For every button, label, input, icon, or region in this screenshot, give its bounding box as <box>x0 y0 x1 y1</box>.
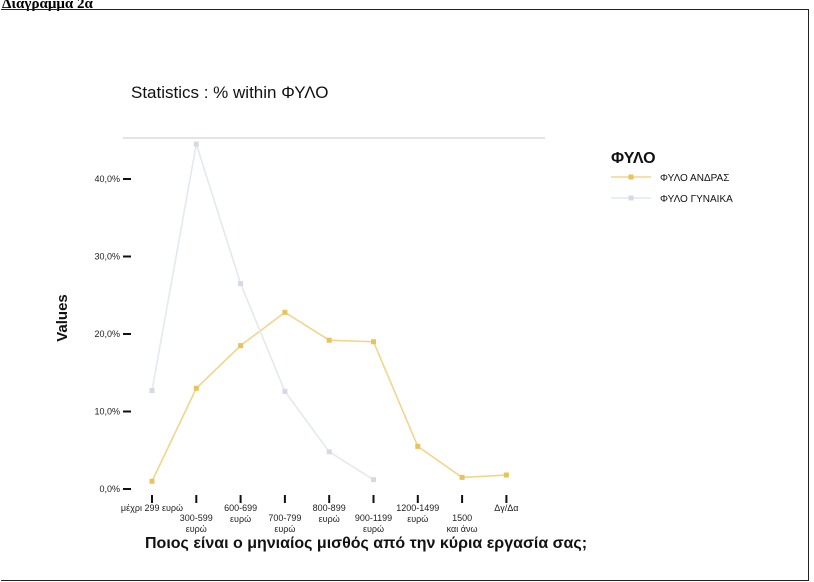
series-line <box>151 311 507 482</box>
legend-swatch-marker <box>628 174 634 180</box>
series-point <box>238 281 244 287</box>
series-point <box>282 388 288 394</box>
series-point <box>282 309 288 315</box>
x-tick-label: 1500 και άνω <box>447 513 478 534</box>
x-axis-label: Ποιος είναι ο μηνιαίος μισθός από την κύ… <box>145 535 587 552</box>
x-tick-label: 600-699 ευρώ <box>224 503 257 524</box>
series-point <box>415 443 421 449</box>
legend-swatch-marker <box>628 195 634 201</box>
x-tick-label: 900-1199 ευρώ <box>355 513 392 534</box>
series-layer <box>149 141 509 484</box>
series-point <box>238 343 244 349</box>
legend-item-label: ΦΥΛΟ ΓΥΝΑΙΚΑ <box>660 194 733 205</box>
y-tick-label: 0,0% <box>99 484 120 494</box>
series-line <box>151 143 374 481</box>
legend: ΦΥΛΟ ΦΥΛΟ ΑΝΔΡΑΣ ΦΥΛΟ ΓΥΝΑΙΚΑ <box>611 150 733 205</box>
chart-title: Statistics : % within ΦΥΛΟ <box>131 83 329 102</box>
series-point <box>193 385 199 391</box>
x-tick-label: Δγ/Δα <box>494 503 518 513</box>
series-point <box>149 388 155 394</box>
series-point <box>371 477 376 483</box>
y-axis-ticks: 0,0% 10,0% 20,0% 30,0% 40,0% <box>94 174 131 494</box>
y-tick-label: 30,0% <box>94 252 120 262</box>
series-point <box>371 339 376 345</box>
x-tick-label: 1200-1499 ευρώ <box>396 503 439 524</box>
series-point <box>326 449 332 455</box>
y-tick-label: 10,0% <box>94 407 120 417</box>
chart-frame <box>1 9 809 581</box>
series-point <box>193 141 199 147</box>
series-point <box>459 474 465 480</box>
legend-items: ΦΥΛΟ ΑΝΔΡΑΣ ΦΥΛΟ ΓΥΝΑΙΚΑ <box>611 173 733 205</box>
x-tick-label: 800-899 ευρώ <box>313 503 346 524</box>
legend-item-label: ΦΥΛΟ ΑΝΔΡΑΣ <box>660 173 729 184</box>
y-axis-label: Values <box>54 294 71 342</box>
legend-title: ΦΥΛΟ <box>611 150 656 167</box>
y-tick-label: 40,0% <box>94 174 120 184</box>
x-tick-label: 700-799 ευρώ <box>268 513 301 534</box>
y-tick-label: 20,0% <box>94 329 120 339</box>
series-point <box>149 478 155 484</box>
series-point <box>503 472 509 478</box>
x-tick-label: 300-599 ευρώ <box>180 513 213 534</box>
x-tick-label: μέχρι 299 ευρώ <box>121 503 183 513</box>
series-point <box>326 337 332 343</box>
